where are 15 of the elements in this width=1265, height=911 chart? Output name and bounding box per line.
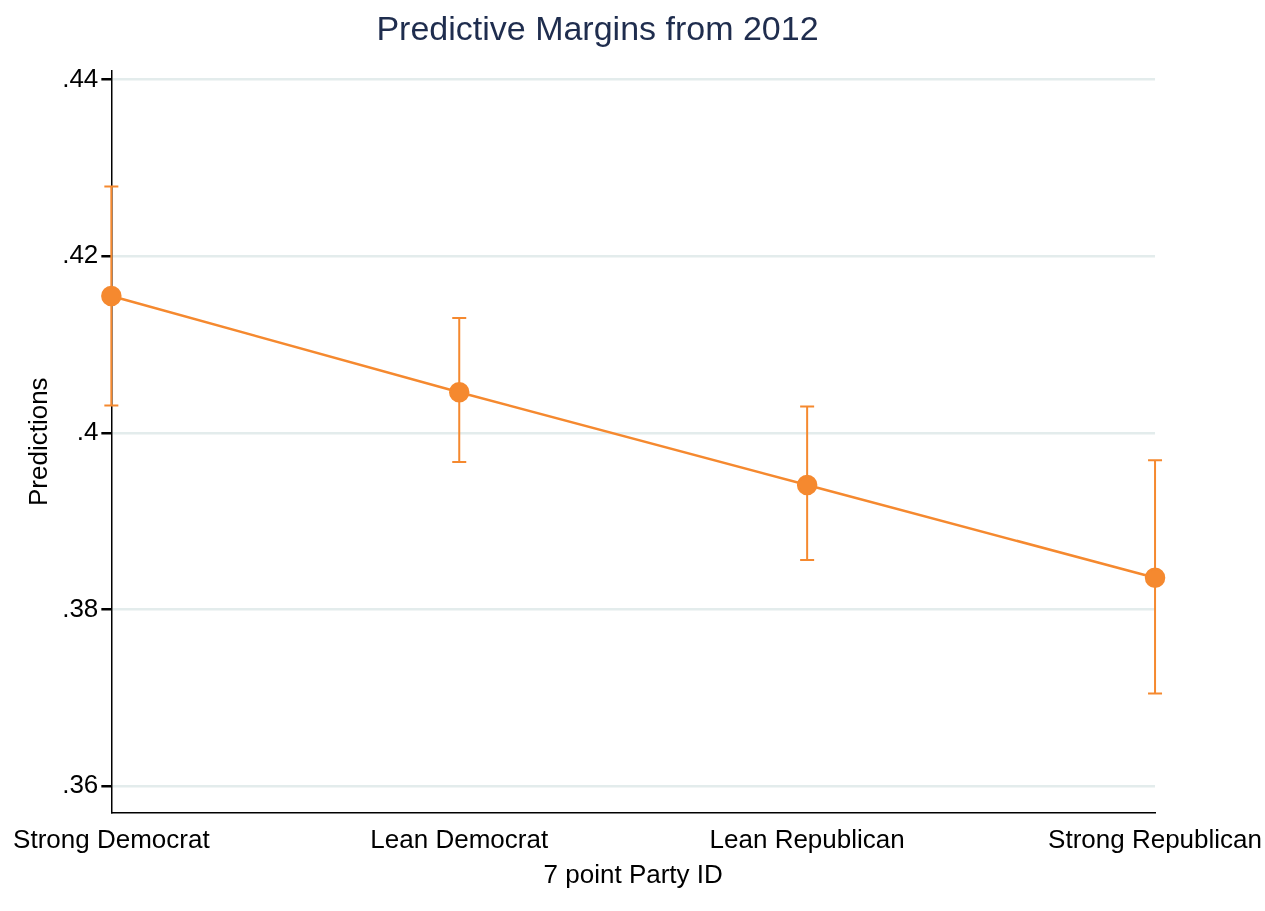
y-tick-label: .42 [62,239,99,270]
x-tick-label: Strong Democrat [13,824,211,855]
y-tick-label: .36 [62,769,99,800]
y-axis-title: Predictions [22,377,53,507]
x-tick-label: Strong Republican [1048,824,1262,855]
y-tick-label: .4 [76,416,99,447]
x-tick-label: Lean Republican [709,824,905,855]
chart-title: Predictive Margins from 2012 [376,8,819,47]
point [448,382,470,403]
y-tick-label: .44 [62,62,99,93]
y-tick-label: .38 [62,592,99,623]
x-tick-label: Lean Democrat [370,824,549,855]
x-axis-title: 7 point Party ID [543,858,723,889]
point [796,474,818,496]
point [1144,567,1166,588]
